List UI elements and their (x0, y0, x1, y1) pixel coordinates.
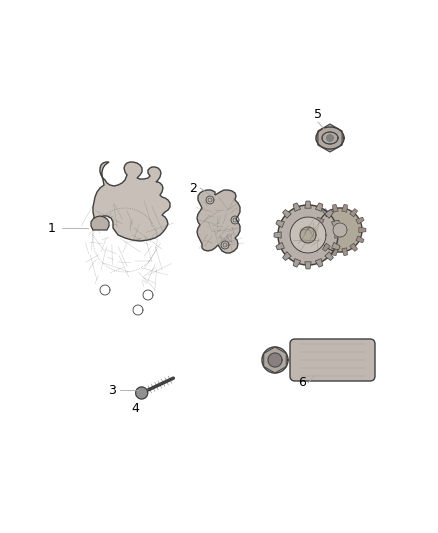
Polygon shape (314, 228, 321, 232)
Polygon shape (332, 204, 338, 212)
Text: 3: 3 (108, 384, 116, 397)
Polygon shape (305, 201, 311, 208)
Polygon shape (283, 252, 291, 261)
Text: 6: 6 (298, 376, 306, 390)
Polygon shape (356, 236, 364, 243)
Polygon shape (333, 223, 347, 237)
Polygon shape (293, 203, 300, 212)
Polygon shape (332, 220, 340, 228)
Polygon shape (262, 347, 288, 373)
Polygon shape (335, 232, 342, 238)
Polygon shape (283, 209, 291, 219)
Polygon shape (322, 243, 330, 252)
Polygon shape (325, 209, 333, 219)
Polygon shape (293, 259, 300, 267)
Polygon shape (300, 227, 316, 243)
Polygon shape (350, 243, 357, 252)
Polygon shape (327, 135, 333, 141)
Polygon shape (327, 135, 333, 141)
Polygon shape (274, 232, 281, 238)
Polygon shape (290, 217, 326, 253)
Text: 2: 2 (189, 182, 197, 195)
Polygon shape (197, 190, 240, 253)
Polygon shape (318, 208, 362, 252)
Polygon shape (359, 228, 366, 232)
Polygon shape (322, 208, 330, 217)
Polygon shape (316, 127, 344, 149)
Polygon shape (316, 236, 324, 243)
Text: 5: 5 (314, 109, 322, 122)
Polygon shape (342, 204, 347, 212)
Polygon shape (325, 252, 333, 261)
Polygon shape (332, 248, 338, 256)
Polygon shape (350, 208, 357, 217)
Polygon shape (276, 220, 284, 228)
FancyBboxPatch shape (290, 339, 375, 381)
Polygon shape (278, 205, 338, 265)
Polygon shape (305, 262, 311, 269)
Polygon shape (268, 353, 282, 367)
Polygon shape (276, 243, 284, 250)
Polygon shape (342, 248, 347, 256)
Polygon shape (356, 217, 364, 224)
Polygon shape (91, 216, 109, 230)
Polygon shape (315, 203, 323, 212)
Polygon shape (318, 124, 342, 152)
Polygon shape (332, 243, 340, 250)
Polygon shape (315, 259, 323, 267)
Polygon shape (316, 217, 324, 224)
Text: 4: 4 (131, 401, 139, 415)
Polygon shape (136, 387, 148, 399)
Polygon shape (93, 162, 170, 241)
Text: 1: 1 (48, 222, 56, 235)
